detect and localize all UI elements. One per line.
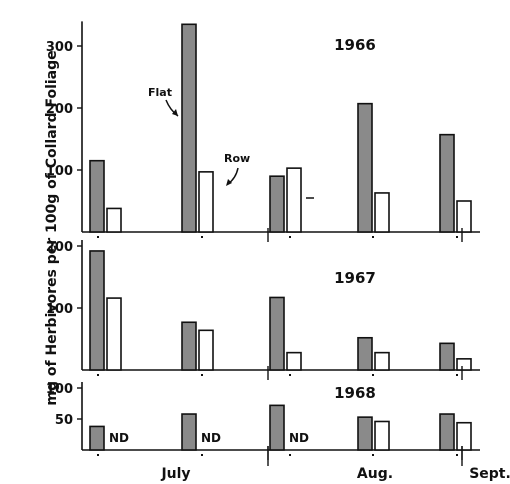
x-tick-dot — [372, 374, 374, 376]
y-tick-label: 200 — [46, 240, 73, 255]
y-tick-label: 100 — [46, 302, 73, 317]
bar-row — [198, 329, 214, 371]
x-tick-dot — [456, 454, 458, 456]
chart-panels: 100 200 300 1966 Flat Row 100 200 1967 50 100 1968 N… — [46, 21, 510, 482]
x-tick-dot — [97, 454, 99, 456]
chart-panel-1966: 100 200 300 1966 Flat Row — [46, 21, 480, 242]
bar-flat — [357, 102, 373, 233]
x-tick-dot — [289, 454, 291, 456]
month-label: July — [160, 466, 190, 482]
chart-panel-1967: 100 200 1967 — [46, 240, 480, 380]
x-tick-dot — [456, 374, 458, 376]
bar-flat — [181, 413, 197, 451]
bar-row — [286, 167, 302, 233]
bar-row — [106, 297, 122, 371]
y-tick-label: 200 — [46, 102, 73, 117]
bar-flat — [439, 133, 455, 233]
bar-flat — [89, 159, 105, 233]
bar-flat — [439, 413, 455, 451]
bar-flat — [439, 342, 455, 371]
x-tick-dot — [289, 374, 291, 376]
bar-row — [456, 358, 472, 371]
bar-flat — [357, 336, 373, 371]
x-tick-dot — [456, 236, 458, 238]
y-tick-label: 100 — [46, 164, 73, 179]
month-label: Aug. — [357, 466, 393, 482]
bar-flat — [357, 416, 373, 451]
bar-flat — [181, 23, 197, 233]
bar-row — [374, 351, 390, 371]
chart-panel-1968: 50 100 1968 ND ND ND — [46, 382, 480, 460]
x-tick-dot — [201, 236, 203, 238]
annotation-arrowhead-flat — [172, 109, 178, 116]
bar-row — [286, 351, 302, 371]
bar-row — [456, 421, 472, 451]
bar-flat — [89, 425, 105, 451]
annotation-arrowhead-row — [226, 179, 232, 186]
bar-flat — [89, 250, 105, 371]
panel-title-1966: 1966 — [334, 36, 376, 54]
bar-row — [374, 192, 390, 233]
y-tick-label: 300 — [46, 40, 73, 55]
bar-flat — [269, 175, 285, 233]
nd-label: ND — [201, 431, 221, 445]
bar-flat — [269, 296, 285, 371]
x-tick-dot — [372, 236, 374, 238]
bar-row — [374, 420, 390, 451]
panel-title-1968: 1968 — [334, 384, 376, 402]
bar-row — [198, 171, 214, 233]
y-tick-label: 100 — [46, 382, 73, 397]
y-axis-label: mg of Herbivores per 100g of Collard Fol… — [44, 50, 60, 405]
annotation-flat: Flat — [148, 86, 172, 99]
bar-flat — [181, 321, 197, 371]
panel-title-1967: 1967 — [334, 269, 376, 287]
nd-label: ND — [109, 431, 129, 445]
x-tick-dot — [289, 236, 291, 238]
bar-row — [106, 207, 122, 233]
annotation-row: Row — [224, 152, 250, 165]
x-tick-dot — [201, 454, 203, 456]
month-label: Sept. — [469, 466, 510, 482]
x-tick-dot — [201, 374, 203, 376]
y-tick-label: 50 — [55, 413, 73, 428]
x-tick-dot — [97, 236, 99, 238]
x-tick-dot — [97, 374, 99, 376]
bar-row — [456, 200, 472, 233]
bar-flat — [269, 404, 285, 451]
x-tick-dot — [372, 454, 374, 456]
nd-label: ND — [289, 431, 309, 445]
